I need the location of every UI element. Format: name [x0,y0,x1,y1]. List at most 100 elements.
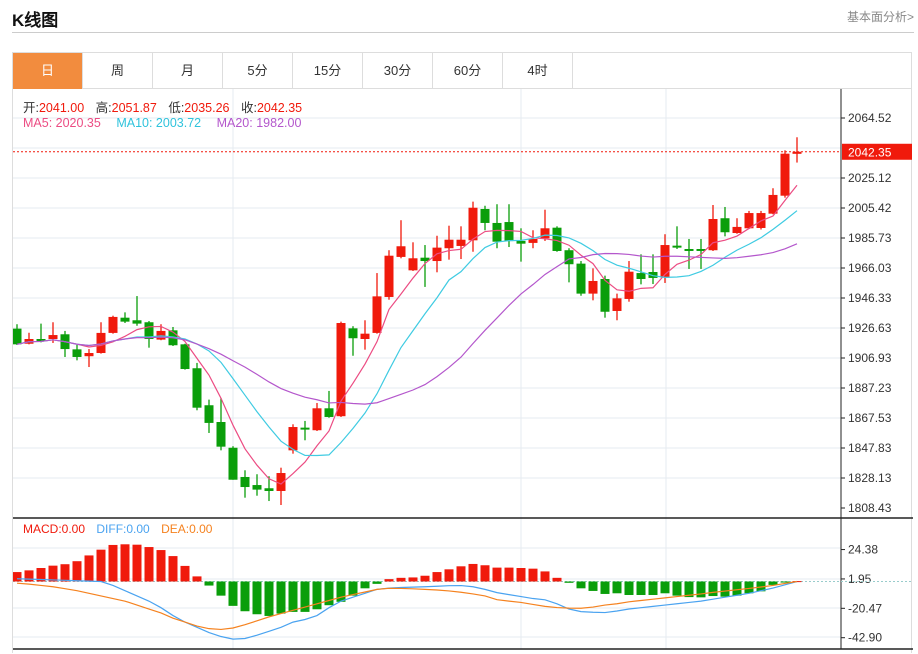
diff-value: DIFF:0.00 [96,522,150,536]
period-tabs: 日周月 5分 15分 30分 60分 4时 [13,53,911,89]
candle-down [564,250,574,265]
candle-down [216,422,226,447]
macd-tick-label: 1.95 [848,572,872,586]
candle-up [384,255,394,297]
macd-bar-up [444,569,454,582]
candle-down [144,322,154,340]
macd-bar-down [660,581,670,594]
candle-up [408,258,418,271]
tab-7[interactable]: 4时 [503,53,573,89]
macd-bar-up [96,549,106,582]
macd-bar-up [396,577,406,582]
macd-readout: MACD:0.00 DIFF:0.00 DEA:0.00 [23,522,220,536]
current-price-tag [842,143,912,160]
candle-down [420,257,430,262]
macd-bar-up [108,544,118,582]
candle-up [336,323,346,417]
ohlc-readout: 开:2041.00 高:2051.87 低:2035.26 收:2042.35 [23,97,310,116]
candle-up [444,239,454,249]
macd-bar-up [492,567,502,582]
tab-5[interactable]: 30分 [363,53,433,89]
candle-up [396,246,406,257]
macd-bar-up [13,572,22,582]
y-tick-label: 2064.52 [848,111,892,125]
macd-tick-label: -42.90 [848,631,882,645]
low-value: 2035.26 [184,101,230,115]
tab-1[interactable]: 周 [83,53,153,89]
macd-bar-down [588,581,598,591]
kline-chart-panel: 日周月 5分 15分 30分 60分 4时 2064.52 2025.12 2005.42 19… [12,52,913,654]
candle-down [672,245,682,248]
ma5-value: MA5: 2020.35 [23,116,101,130]
dea-value: DEA:0.00 [161,522,213,536]
candle-down [300,427,310,430]
y-tick-label: 1926.63 [848,321,892,335]
candle-down [36,339,46,341]
macd-bar-up [132,544,142,582]
macd-bar-down [372,581,382,584]
ma-readout: MA5: 2020.35 MA10: 2003.72 MA20: 1982.00 [23,116,309,130]
macd-bar-down [576,581,586,589]
macd-bar-up [60,564,70,582]
candle-down [504,222,514,242]
macd-bar-down [744,581,754,594]
macd-bar-up [480,565,490,582]
candle-up [108,316,118,333]
divider [12,32,914,33]
macd-bar-down [696,581,706,598]
y-tick-label: 1867.53 [848,411,892,425]
macd-bar-up [552,577,562,582]
candle-down [180,344,190,370]
candle-up [288,427,298,451]
macd-bar-down [324,581,334,606]
ma10-line [16,210,798,457]
macd-bar-up [420,575,430,582]
candle-up [792,151,802,154]
high-label: 高: [95,101,112,115]
candle-down [324,408,334,417]
page-title: K线图 [12,11,59,30]
tab-6[interactable]: 60分 [433,53,503,89]
macd-bar-up [456,566,466,582]
y-tick-label: 1808.43 [848,501,892,515]
macd-bar-down [732,581,742,596]
candle-down [228,447,238,480]
tab-4[interactable]: 15分 [293,53,363,89]
candle-down [720,218,730,233]
diff-line [16,578,798,640]
close-value: 2042.35 [256,101,303,115]
macd-bar-up [72,561,82,582]
candle-up [780,153,790,196]
macd-bar-up [120,544,130,582]
candle-down [684,249,694,251]
macd-bar-up [84,555,94,582]
macd-tick-label: -20.47 [848,601,882,615]
macd-bar-down [780,581,790,583]
macd-bar-up [384,579,394,582]
macd-bar-down [240,581,250,612]
tab-0[interactable]: 日 [13,53,83,89]
candle-down [552,227,562,251]
fundamental-analysis-link[interactable]: 基本面分析> [846,10,914,24]
macd-bar-up [468,563,478,582]
macd-bar-up [540,571,550,582]
candle-down [132,320,142,324]
macd-bar-down [348,581,358,596]
candle-down [264,488,274,491]
y-tick-label: 1847.83 [848,441,892,455]
candle-up [84,353,94,357]
macd-bar-down [600,581,610,594]
candle-up [588,280,598,294]
tab-2[interactable]: 月 [153,53,223,89]
open-value: 2041.00 [38,101,85,115]
macd-bar-up [528,568,538,582]
macd-bar-up [516,568,526,582]
tab-3[interactable]: 5分 [223,53,293,89]
candle-up [360,333,370,340]
kline-chart[interactable]: 2064.52 2025.12 2005.42 1985.73 1966.03 1946.… [13,53,913,654]
candle-down [492,222,502,242]
candle-up [660,245,670,278]
macd-bar-down [276,581,286,614]
candle-down [348,328,358,339]
candle-down [600,279,610,312]
